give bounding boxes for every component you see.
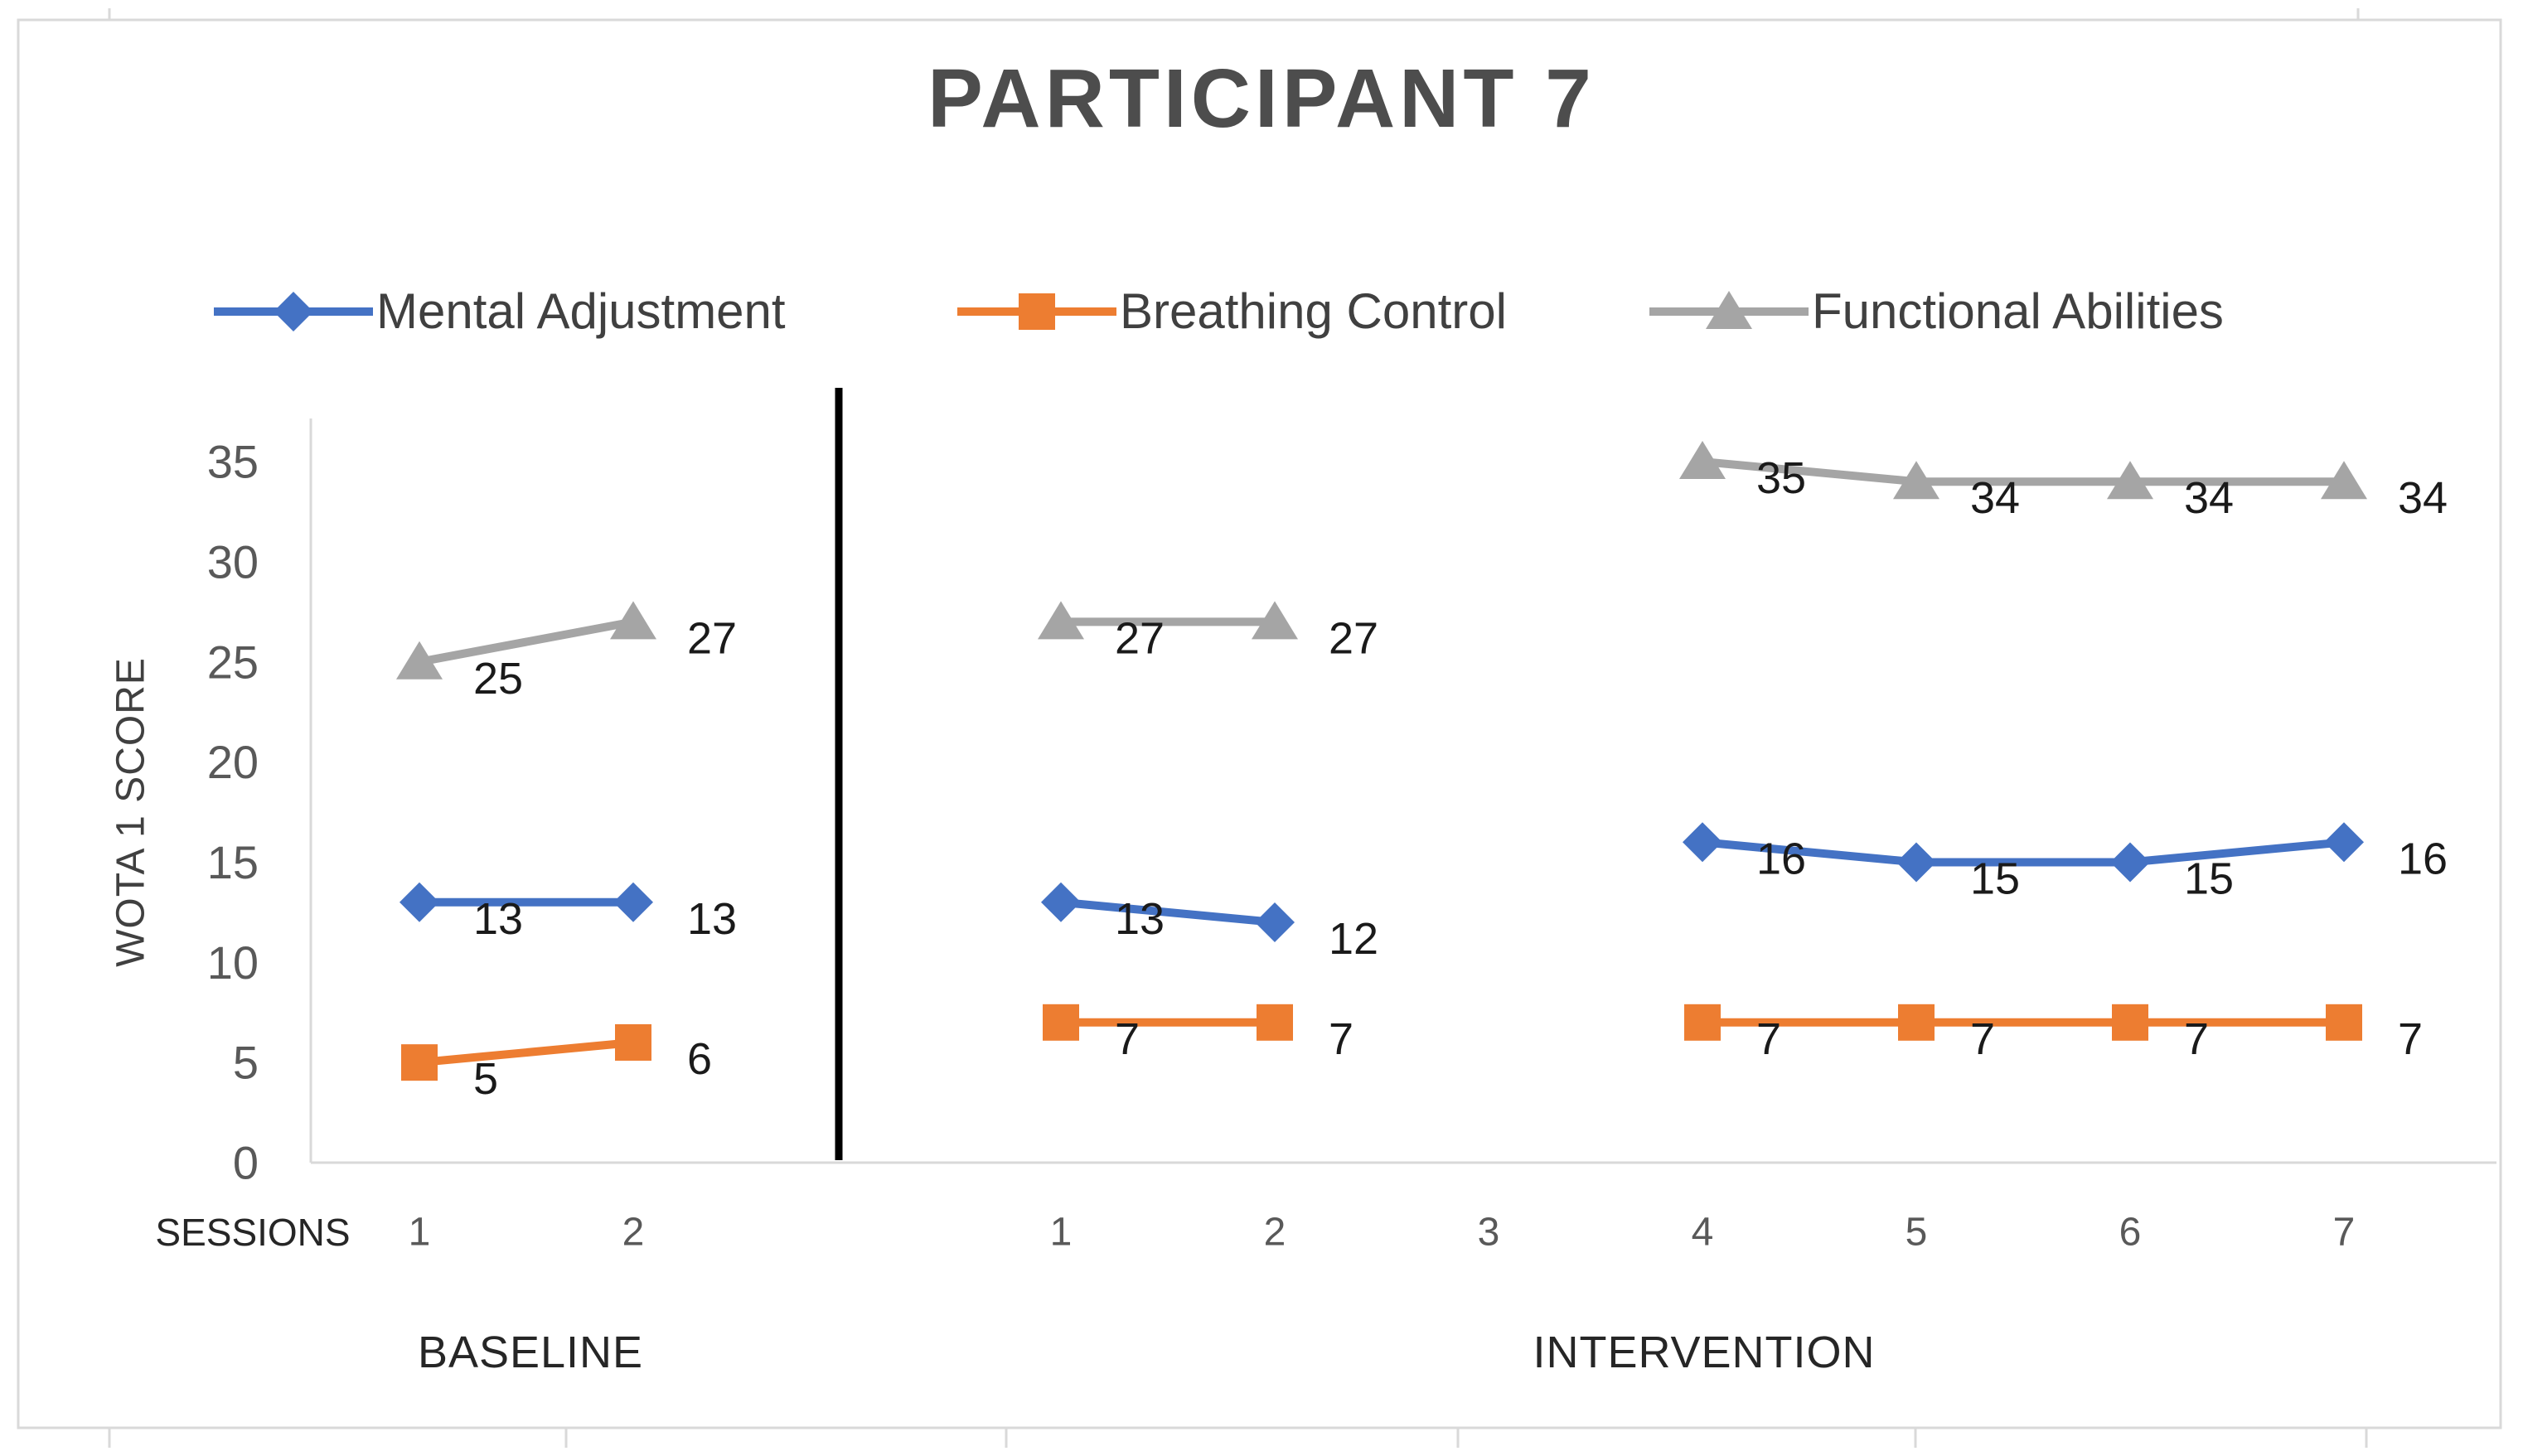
square-marker-icon	[957, 293, 1116, 330]
data-label-breathing-control: 7	[1756, 1014, 1781, 1064]
legend-item-breathing-control: Breathing Control	[957, 280, 1507, 343]
data-point-marker-breathing-control	[1684, 1004, 1721, 1041]
data-label-functional-abilities: 25	[473, 654, 523, 704]
data-point-marker-mental-adjustment	[1683, 822, 1722, 863]
data-label-mental-adjustment: 12	[1329, 914, 1378, 964]
series-line-functional-abilities	[1702, 457, 2344, 486]
data-label-functional-abilities: 34	[1970, 473, 2020, 523]
data-point-marker-mental-adjustment	[1896, 842, 1936, 883]
y-axis-title: WOTA 1 SCORE	[109, 657, 153, 967]
legend-label-breathing-control: Breathing Control	[1120, 283, 1507, 339]
data-label-breathing-control: 7	[2398, 1014, 2423, 1064]
session-tick-label: 5	[1906, 1211, 1928, 1255]
data-label-mental-adjustment: 16	[1756, 834, 1806, 883]
data-label-breathing-control: 5	[473, 1054, 498, 1104]
session-tick-label: 2	[622, 1211, 645, 1255]
legend-label-functional-abilities: Functional Abilities	[1812, 283, 2224, 339]
data-point-marker-mental-adjustment	[613, 882, 653, 922]
y-tick-label: 35	[207, 436, 259, 488]
data-label-mental-adjustment: 15	[1970, 854, 2020, 903]
data-point-marker-functional-abilities	[2321, 461, 2367, 500]
x-axis-title: SESSIONS	[155, 1211, 351, 1254]
triangle-marker-icon	[1649, 291, 1809, 329]
data-point-marker-functional-abilities	[610, 601, 656, 640]
data-point-marker-mental-adjustment	[2110, 842, 2150, 883]
data-point-marker-mental-adjustment	[400, 882, 439, 922]
data-point-marker-breathing-control	[1257, 1004, 1293, 1041]
data-point-marker-functional-abilities	[396, 641, 443, 680]
data-label-functional-abilities: 27	[1329, 613, 1378, 663]
data-point-marker-functional-abilities	[1679, 441, 1726, 480]
chart-title: PARTICIPANT 7	[927, 52, 1596, 145]
phase-label-baseline: BASELINE	[417, 1328, 644, 1377]
session-tick-label: 2	[1264, 1211, 1286, 1255]
data-label-mental-adjustment: 13	[687, 894, 737, 944]
y-tick-label: 5	[233, 1037, 259, 1089]
data-label-mental-adjustment: 13	[1115, 894, 1165, 944]
data-point-marker-breathing-control	[1898, 1004, 1935, 1041]
data-label-mental-adjustment: 13	[473, 894, 523, 944]
data-point-marker-functional-abilities	[2107, 461, 2153, 500]
y-tick-label: 25	[207, 636, 259, 688]
diamond-marker-icon	[214, 292, 373, 331]
session-tick-label: 1	[1050, 1211, 1073, 1255]
chart-frame-border	[17, 18, 2502, 1429]
data-point-marker-breathing-control	[615, 1023, 651, 1061]
data-label-functional-abilities: 34	[2398, 473, 2448, 523]
data-label-breathing-control: 7	[1115, 1014, 1140, 1064]
session-tick-label: 1	[409, 1211, 431, 1255]
legend-label-mental-adjustment: Mental Adjustment	[376, 283, 786, 339]
data-label-breathing-control: 7	[1329, 1014, 1354, 1064]
data-label-functional-abilities: 35	[1756, 453, 1806, 503]
session-tick-label: 7	[2333, 1211, 2356, 1255]
data-point-marker-breathing-control	[1043, 1004, 1079, 1041]
data-point-marker-functional-abilities	[1038, 601, 1084, 640]
legend: Mental Adjustment Breathing Control Functi…	[0, 280, 2523, 343]
y-tick-label: 0	[233, 1137, 259, 1189]
data-label-breathing-control: 6	[687, 1034, 712, 1084]
data-point-marker-breathing-control	[401, 1044, 438, 1081]
data-label-mental-adjustment: 16	[2398, 834, 2448, 883]
phase-label-intervention: INTERVENTION	[1533, 1328, 1876, 1377]
y-tick-label: 15	[207, 836, 259, 888]
series-line-breathing-control	[419, 1038, 634, 1067]
data-point-marker-mental-adjustment	[2324, 822, 2364, 863]
data-label-functional-abilities: 27	[1115, 613, 1165, 663]
legend-item-functional-abilities: Functional Abilities	[1649, 280, 2224, 343]
session-tick-label: 3	[1478, 1211, 1500, 1255]
y-tick-label: 20	[207, 736, 259, 788]
series-line-mental-adjustment	[1060, 897, 1276, 926]
data-label-functional-abilities: 34	[2184, 473, 2234, 523]
session-tick-label: 4	[1692, 1211, 1714, 1255]
data-point-marker-mental-adjustment	[1255, 902, 1295, 942]
series-line-mental-adjustment	[1702, 838, 2345, 867]
data-label-mental-adjustment: 15	[2184, 854, 2234, 903]
data-point-marker-functional-abilities	[1893, 461, 1939, 500]
y-tick-label: 10	[207, 936, 259, 989]
data-label-functional-abilities: 27	[687, 613, 737, 663]
data-point-marker-mental-adjustment	[1041, 882, 1081, 922]
data-point-marker-functional-abilities	[1252, 601, 1298, 640]
y-tick-label: 30	[207, 535, 259, 588]
legend-item-mental-adjustment: Mental Adjustment	[214, 280, 786, 343]
data-point-marker-breathing-control	[2326, 1004, 2362, 1041]
series-line-functional-abilities	[419, 617, 634, 666]
data-label-breathing-control: 7	[1970, 1014, 1995, 1064]
data-point-marker-breathing-control	[2112, 1004, 2148, 1041]
data-label-breathing-control: 7	[2184, 1014, 2209, 1064]
session-tick-label: 6	[2119, 1211, 2142, 1255]
